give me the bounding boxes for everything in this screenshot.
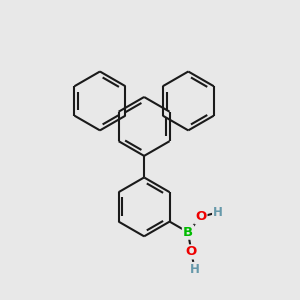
Text: H: H xyxy=(190,263,200,276)
Text: O: O xyxy=(186,245,197,258)
Text: H: H xyxy=(213,206,223,219)
Text: B: B xyxy=(183,226,193,239)
Text: O: O xyxy=(195,210,206,224)
